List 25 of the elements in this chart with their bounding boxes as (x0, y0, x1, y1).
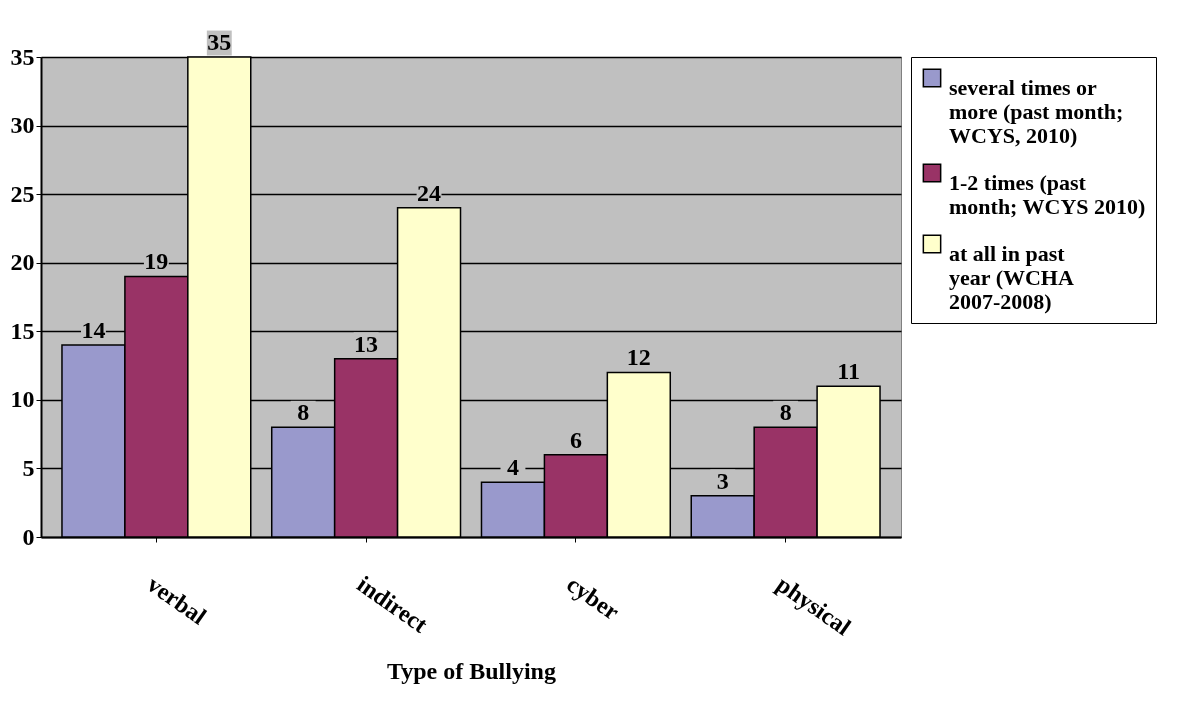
data-label: 35 (207, 29, 232, 55)
data-label: 4 (506, 454, 519, 481)
data-label: 13 (354, 330, 379, 357)
y-tick-label: 15 (10, 317, 35, 344)
y-tick-label: 30 (10, 112, 35, 139)
y-tick-label: 20 (10, 249, 35, 276)
legend-label: 1-2 times (past month; WCYS 2010) (949, 170, 1146, 219)
data-label: 14 (81, 317, 106, 343)
x-axis-title: Type of Bullying (387, 658, 556, 685)
legend-label: at all in past year (WCHA 2007-2008) (949, 241, 1074, 314)
y-tick-label: 5 (22, 454, 35, 481)
data-label: 6 (569, 426, 582, 453)
data-label: 19 (144, 248, 169, 275)
y-tick-label: 0 (22, 523, 35, 550)
x-tick-label: cyber (562, 570, 625, 626)
y-tick-label: 10 (10, 386, 35, 413)
data-label: 11 (837, 358, 860, 385)
data-label: 3 (716, 467, 729, 494)
data-label: 8 (297, 399, 310, 426)
data-label: 12 (626, 344, 651, 371)
y-tick-label: 35 (10, 43, 35, 70)
data-label: 24 (417, 179, 442, 206)
legend-label: several times or more (past month; WCYS, 2010) (949, 75, 1124, 148)
y-tick-label: 25 (10, 180, 35, 207)
data-label: 8 (779, 399, 792, 426)
